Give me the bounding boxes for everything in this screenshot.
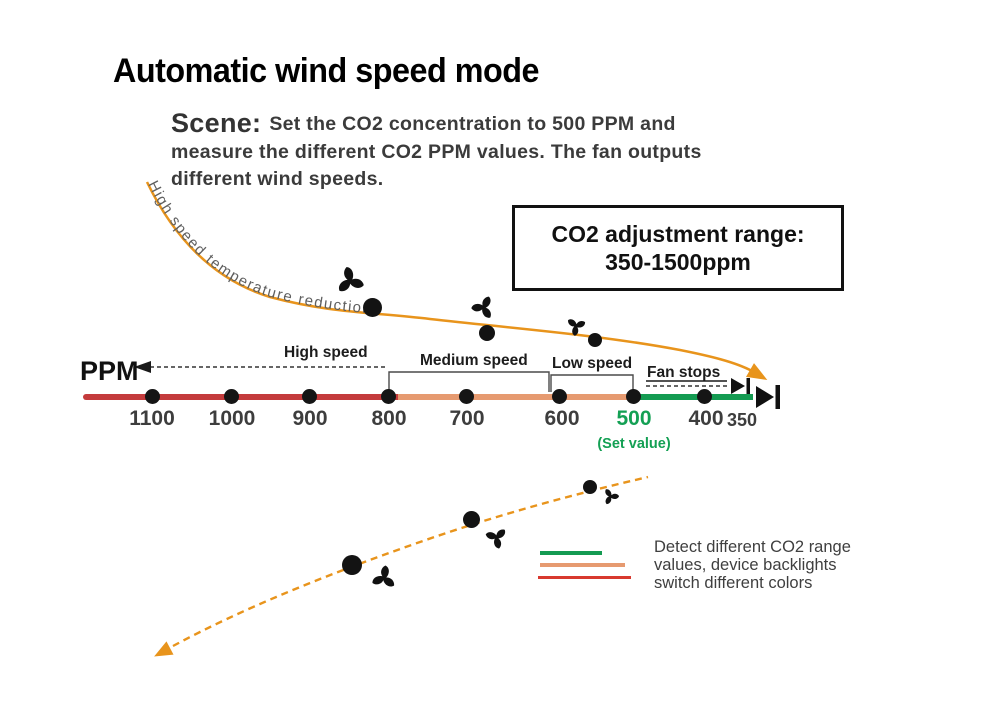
- legend-caption: Detect different CO2 range values, devic…: [654, 538, 851, 592]
- axis-tick-400: 400: [688, 407, 724, 430]
- curve-point-dot: [342, 555, 362, 575]
- axis-segment-fan-stops: [633, 394, 753, 400]
- axis-dot-500: [626, 389, 641, 404]
- fan-icon: [369, 562, 401, 593]
- axis-dot-700: [459, 389, 474, 404]
- ppm-axis-label: PPM: [80, 356, 139, 386]
- fan-icon: [336, 267, 366, 294]
- curve-point-dot: [588, 333, 602, 347]
- fan-icon: [468, 291, 501, 324]
- axis-dot-1000: [224, 389, 239, 404]
- co2-range-title: CO2 adjustment range:: [551, 221, 805, 247]
- axis-tick-500-set-value: 500: [616, 407, 652, 430]
- legend-caption-line-2: values, device backlights: [654, 556, 837, 574]
- axis-tick-1000: 1000: [208, 407, 256, 430]
- zone-label-medium-speed: Medium speed: [420, 352, 528, 369]
- axis-tick-800: 800: [371, 407, 407, 430]
- axis-tick-900: 900: [292, 407, 328, 430]
- curve-point-dot: [479, 325, 495, 341]
- skip-to-end-icon-large: [756, 385, 780, 409]
- legend-caption-line-1: Detect different CO2 range: [654, 538, 851, 556]
- curve-point-dot: [463, 511, 480, 528]
- axis-dot-1100: [145, 389, 160, 404]
- axis-tick-700: 700: [449, 407, 485, 430]
- legend-caption-line-3: switch different colors: [654, 574, 813, 592]
- legend-line-orange: [540, 563, 625, 567]
- curve-point-dot: [583, 480, 597, 494]
- page-title: Automatic wind speed mode: [113, 52, 540, 90]
- co2-adjustment-range-box: CO2 adjustment range: 350-1500ppm: [512, 205, 844, 291]
- axis-tick-600: 600: [544, 407, 580, 430]
- axis-dot-900: [302, 389, 317, 404]
- axis-dot-600: [552, 389, 567, 404]
- bottom-curve: [172, 475, 649, 648]
- axis-dot-400: [697, 389, 712, 404]
- fan-icon: [601, 487, 621, 507]
- scene-description: Scene: Set the CO2 concentration to 500 P…: [171, 108, 871, 194]
- axis-dot-800: [381, 389, 396, 404]
- set-value-note: (Set value): [597, 436, 671, 452]
- legend-line-green: [540, 551, 602, 555]
- zone-label-high-speed: High speed: [284, 344, 368, 361]
- scene-text-3: different wind speeds.: [171, 168, 384, 190]
- curve-point-dot: [363, 298, 382, 317]
- fan-icon: [566, 315, 588, 338]
- zone-label-fan-stops: Fan stops: [647, 364, 721, 381]
- bottom-curve-arrowhead-icon: [154, 641, 174, 657]
- skip-to-end-icon-small: [731, 378, 750, 394]
- scene-text-1: Set the CO2 concentration to 500 PPM and: [269, 113, 676, 135]
- scene-line-1: Scene: Set the CO2 concentration to 500 P…: [171, 108, 871, 139]
- scene-label: Scene:: [171, 108, 262, 138]
- co2-range-value: 350-1500ppm: [605, 249, 751, 275]
- legend-line-red: [538, 576, 631, 579]
- axis-tick-350: 350: [726, 410, 758, 430]
- fan-icon: [482, 522, 512, 553]
- top-curve-arrowhead-icon: [746, 363, 768, 380]
- axis-segment-high-speed: [83, 394, 398, 400]
- axis-segment-medium-low-speed: [398, 394, 633, 400]
- scene-text-2: measure the different CO2 PPM values. Th…: [171, 140, 702, 163]
- zone-label-low-speed: Low speed: [552, 355, 633, 372]
- axis-tick-1100: 1100: [129, 407, 175, 430]
